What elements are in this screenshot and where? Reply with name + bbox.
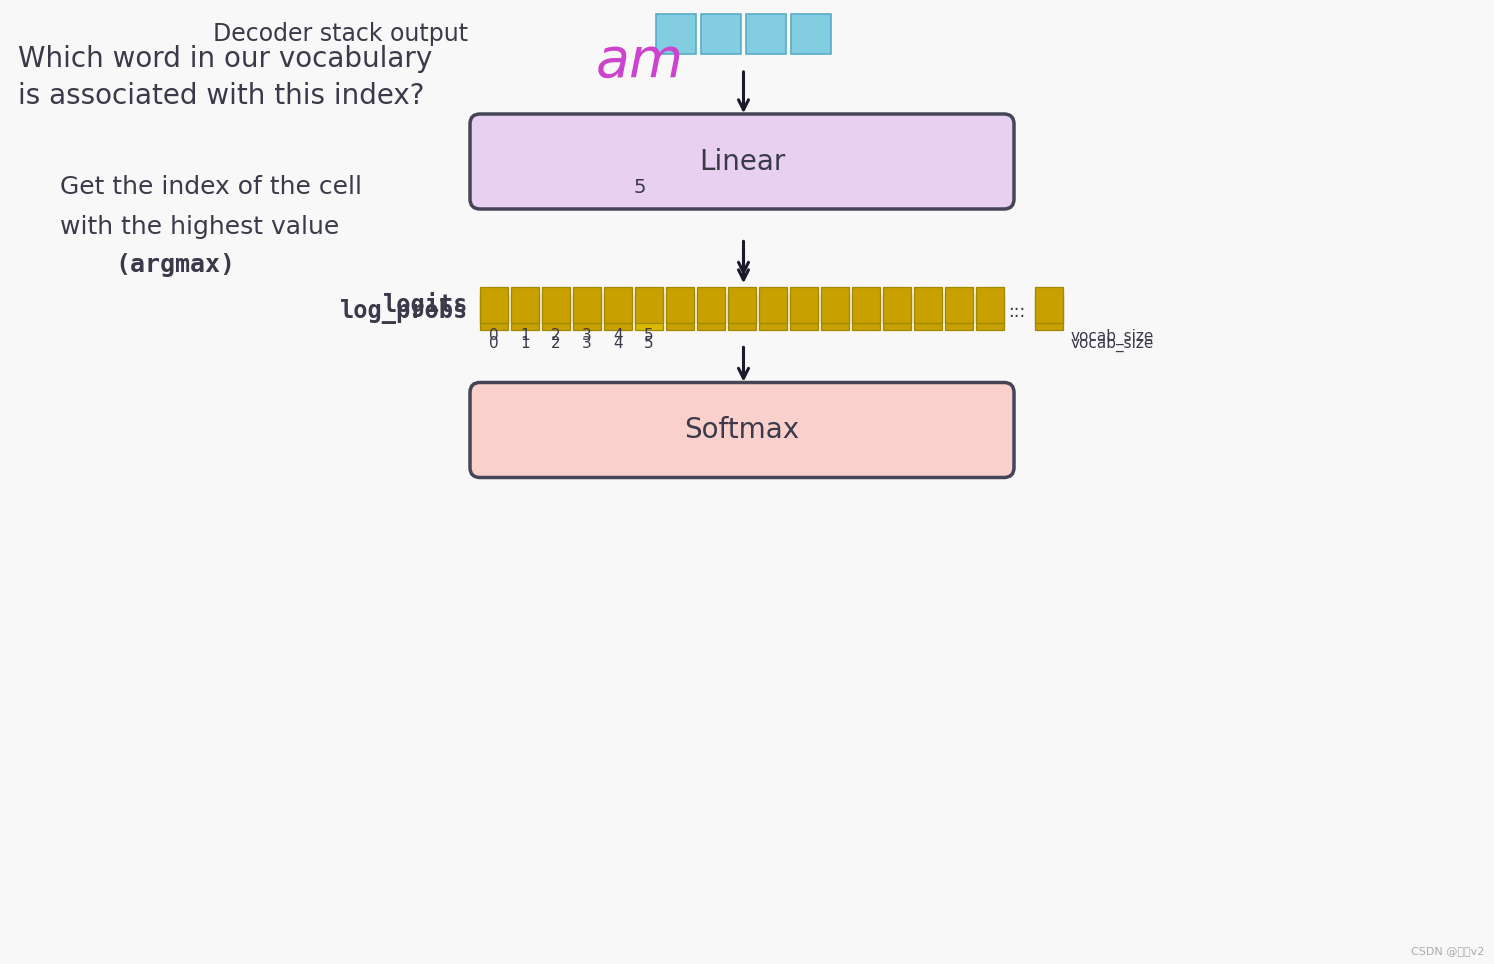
FancyBboxPatch shape [542,294,571,330]
FancyBboxPatch shape [946,286,973,323]
Text: 1: 1 [520,329,530,343]
FancyBboxPatch shape [1035,294,1064,330]
FancyBboxPatch shape [728,286,756,323]
FancyBboxPatch shape [511,294,539,330]
FancyBboxPatch shape [790,294,819,330]
FancyBboxPatch shape [759,286,787,323]
Text: Linear: Linear [699,147,786,175]
FancyBboxPatch shape [976,294,1004,330]
Text: 0: 0 [489,329,499,343]
FancyBboxPatch shape [471,383,1014,477]
FancyBboxPatch shape [822,294,849,330]
FancyBboxPatch shape [914,294,943,330]
FancyBboxPatch shape [883,294,911,330]
Text: 3: 3 [583,336,592,351]
FancyBboxPatch shape [790,14,831,54]
Text: (argmax): (argmax) [115,253,235,277]
FancyBboxPatch shape [852,294,880,330]
FancyBboxPatch shape [698,286,725,323]
FancyBboxPatch shape [542,286,571,323]
FancyBboxPatch shape [635,286,663,323]
FancyBboxPatch shape [666,294,695,330]
Text: Softmax: Softmax [684,416,799,444]
Text: vocab_size: vocab_size [1071,329,1155,345]
FancyBboxPatch shape [511,286,539,323]
Text: ...: ... [1008,296,1025,313]
Text: 5: 5 [644,336,654,351]
Text: Which word in our vocabulary: Which word in our vocabulary [18,45,432,73]
FancyBboxPatch shape [574,294,601,330]
FancyBboxPatch shape [656,14,696,54]
Text: 1: 1 [520,336,530,351]
FancyBboxPatch shape [746,14,786,54]
Text: log_probs: log_probs [339,300,468,325]
Text: logits: logits [382,292,468,317]
FancyBboxPatch shape [604,294,632,330]
FancyBboxPatch shape [701,14,741,54]
FancyBboxPatch shape [1035,286,1064,323]
Text: is associated with this index?: is associated with this index? [18,82,424,110]
Text: 3: 3 [583,329,592,343]
Text: am: am [596,35,684,88]
FancyBboxPatch shape [822,286,849,323]
FancyBboxPatch shape [635,294,663,330]
FancyBboxPatch shape [914,286,943,323]
Text: 4: 4 [613,329,623,343]
FancyBboxPatch shape [883,286,911,323]
Text: CSDN @王兢v2: CSDN @王兢v2 [1410,946,1484,956]
FancyBboxPatch shape [574,286,601,323]
Text: 0: 0 [489,336,499,351]
FancyBboxPatch shape [852,286,880,323]
Text: Decoder stack output: Decoder stack output [212,22,468,46]
Text: Get the index of the cell: Get the index of the cell [60,175,362,199]
FancyBboxPatch shape [480,286,508,323]
FancyBboxPatch shape [759,294,787,330]
FancyBboxPatch shape [946,294,973,330]
Text: 4: 4 [613,336,623,351]
FancyBboxPatch shape [976,286,1004,323]
Text: ...: ... [1008,303,1025,321]
FancyBboxPatch shape [790,286,819,323]
Text: with the highest value: with the highest value [60,215,339,239]
FancyBboxPatch shape [728,294,756,330]
FancyBboxPatch shape [698,294,725,330]
Text: 5: 5 [644,329,654,343]
Text: 2: 2 [551,336,560,351]
FancyBboxPatch shape [471,114,1014,209]
FancyBboxPatch shape [604,286,632,323]
Text: vocab_size: vocab_size [1071,336,1155,352]
Text: 2: 2 [551,329,560,343]
Text: 5: 5 [633,178,647,197]
FancyBboxPatch shape [480,294,508,330]
FancyBboxPatch shape [666,286,695,323]
